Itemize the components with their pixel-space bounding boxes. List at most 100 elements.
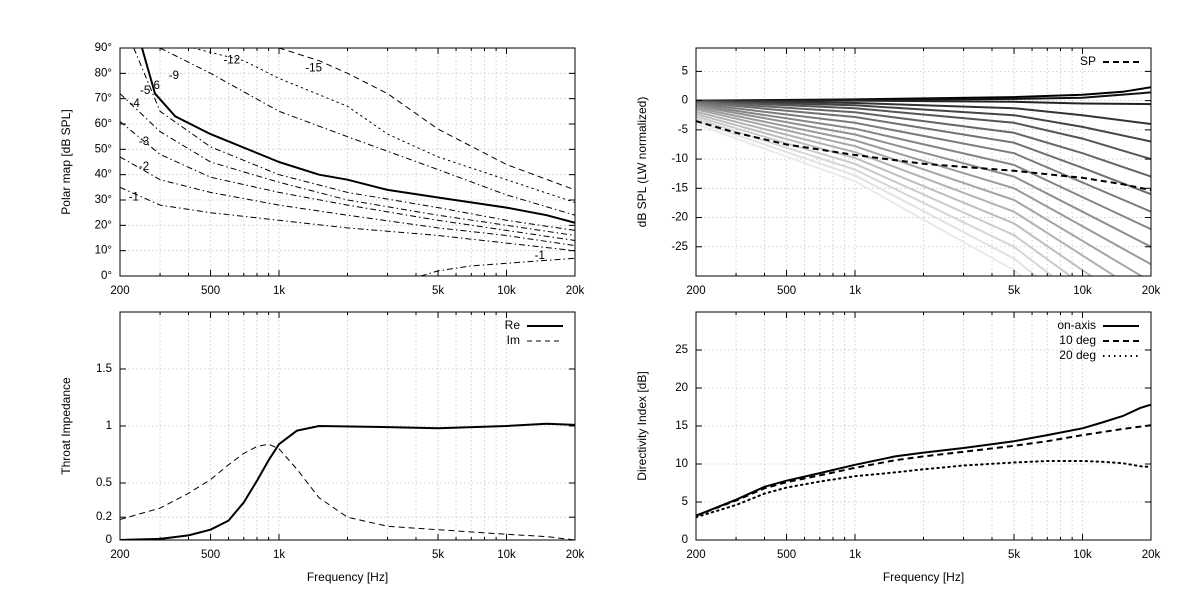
x-tick-label: 20k: [566, 549, 585, 561]
contour-label: 6: [154, 80, 160, 92]
y-tick-label: 90°: [95, 42, 112, 54]
x-tick-label: 500: [777, 549, 796, 561]
x-tick-label: 20k: [566, 285, 585, 297]
series-50-deg: [696, 104, 1151, 248]
series-55-deg: [696, 106, 1151, 266]
y-tick-label: 10: [675, 458, 688, 470]
series-40-deg: [696, 102, 1151, 213]
contour-label: -15: [305, 62, 322, 74]
y-tick-label: 10°: [95, 245, 112, 257]
y-tick-label: 0: [682, 95, 688, 107]
series-75-deg: [696, 115, 1073, 276]
x-tick-label: 20k: [1142, 549, 1161, 561]
y-tick-label: 0: [682, 534, 688, 546]
x-tick-label: 5k: [1008, 285, 1020, 297]
spl-series-group: [696, 86, 1151, 276]
y-tick-label: 20: [675, 382, 688, 394]
y-axis-label: dB SPL (LW normalized): [635, 97, 649, 228]
x-tick-label: 500: [201, 285, 220, 297]
series--9: [159, 48, 575, 216]
series-25-deg: [696, 100, 1151, 161]
contour-label: -9: [169, 70, 179, 82]
y-tick-label: -20: [671, 212, 688, 224]
x-tick-label: 20k: [1142, 285, 1161, 297]
legend-label: Im: [507, 333, 520, 347]
series-80-deg: [696, 117, 1054, 276]
y-tick-label: 50°: [95, 143, 112, 155]
directivity-panel: 200 500 1k 5k 10k 20k 0 5 10 15 20 25 Directivity In…: [635, 311, 1161, 584]
x-tick-label: 200: [686, 285, 705, 297]
y-tick-label: 0.5: [96, 477, 112, 489]
series-15-deg: [696, 99, 1151, 125]
series--3: [120, 121, 575, 241]
contour-label: -1: [129, 191, 139, 203]
impedance-series-group: [120, 422, 575, 540]
y-axis-label: Directivity Index [dB]: [635, 371, 649, 480]
series-re: [120, 422, 575, 540]
x-tick-label: 1k: [273, 549, 285, 561]
series-im: [120, 443, 575, 540]
series--2: [120, 156, 575, 247]
y-axis-label: Throat Impedance: [59, 377, 73, 475]
series-20-deg: [696, 100, 1151, 143]
x-tick-label: 200: [110, 549, 129, 561]
y-tick-label: 60°: [95, 118, 112, 130]
y-tick-label: 0: [106, 534, 112, 546]
y-tick-label: 0.2: [96, 511, 112, 523]
series-20-deg: [696, 460, 1151, 519]
x-tick-label: 1k: [849, 549, 861, 561]
contour-label: -3: [139, 136, 149, 148]
contour-label: -4: [130, 98, 141, 110]
y-tick-label: -25: [671, 241, 688, 253]
legend-label: 10 deg: [1059, 333, 1096, 347]
y-tick-label: -10: [671, 153, 688, 165]
y-tick-label: 15: [675, 420, 688, 432]
directivity-series-group: [696, 403, 1151, 519]
series-60-deg: [696, 108, 1144, 276]
y-tick-label: 20°: [95, 219, 112, 231]
contour-label: -2: [139, 161, 149, 173]
series--1: [120, 186, 575, 252]
x-tick-label: 10k: [1073, 549, 1092, 561]
series-65-deg: [696, 110, 1117, 276]
series-45-deg: [696, 103, 1151, 231]
y-tick-label: 5: [682, 496, 688, 508]
legend-label: SP: [1080, 54, 1096, 68]
y-tick-label: 70°: [95, 93, 112, 105]
series-30-deg: [696, 100, 1151, 178]
contour-label: -5: [140, 85, 150, 97]
x-tick-label: 500: [201, 549, 220, 561]
legend-label: on-axis: [1057, 318, 1096, 332]
x-tick-label: 200: [110, 285, 129, 297]
series--12: [192, 48, 575, 203]
legend-label: 20 deg: [1059, 348, 1096, 362]
y-axis-label: Polar map [dB SPL]: [59, 109, 73, 214]
y-tick-label: 1: [106, 420, 112, 432]
series--1: [420, 257, 575, 276]
x-tick-label: 5k: [1008, 549, 1020, 561]
y-tick-label: 5: [682, 65, 688, 77]
polar-panel: -1 -1 -2 -3 -4-5 6 -9 -12 -15 200 500 1k 5k 10k 20k 0° 1…: [59, 42, 584, 297]
series--15: [278, 48, 575, 191]
impedance-panel: 200 500 1k 5k 10k 20k 0 0.2 0.5 1 1.5 Throat Impeda…: [59, 311, 585, 584]
x-tick-label: 1k: [273, 285, 285, 297]
x-tick-label: 500: [777, 285, 796, 297]
x-tick-label: 10k: [1073, 285, 1092, 297]
y-tick-label: 80°: [95, 67, 112, 79]
x-tick-label: 5k: [432, 549, 444, 561]
y-tick-label: 30°: [95, 194, 112, 206]
series-70-deg: [696, 113, 1093, 276]
polar-series-group: [120, 48, 575, 276]
x-axis-label: Frequency [Hz]: [883, 570, 964, 584]
y-tick-label: 1.5: [96, 363, 112, 375]
series-10-deg: [696, 99, 1151, 106]
contour-label: -1: [535, 250, 545, 262]
y-tick-label: 25: [675, 344, 688, 356]
series--5: [133, 48, 575, 231]
polar-frame: [119, 47, 576, 277]
y-tick-label: -15: [671, 182, 688, 194]
series--4: [120, 93, 575, 236]
series-85-deg: [696, 120, 1038, 276]
x-tick-label: 1k: [849, 285, 861, 297]
